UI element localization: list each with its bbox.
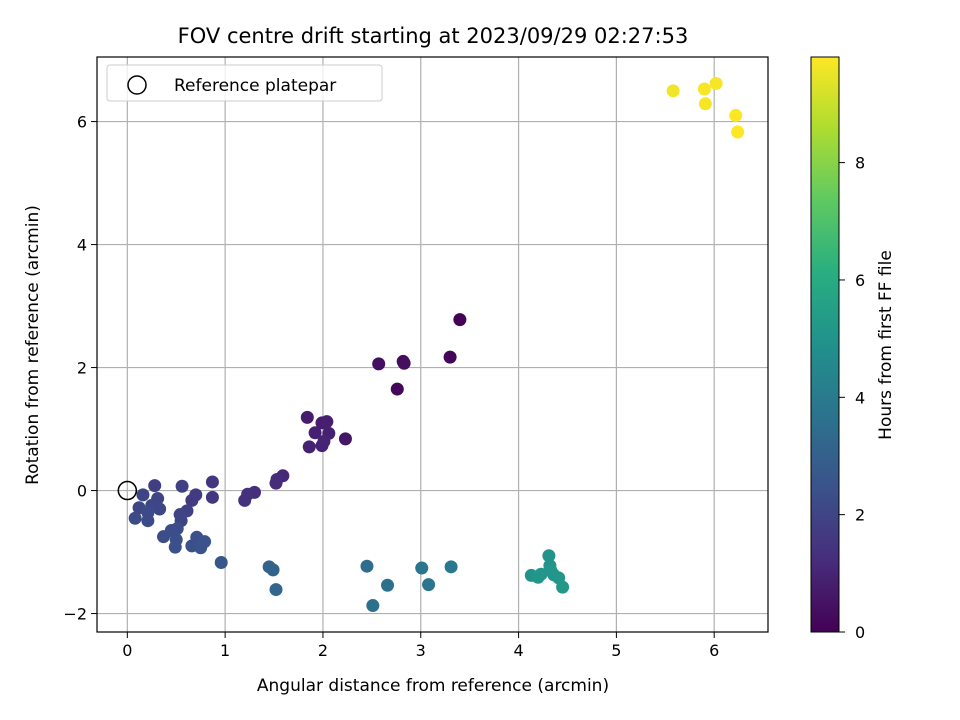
scatter-point (415, 561, 429, 575)
scatter-point (444, 560, 458, 574)
scatter-point (185, 493, 199, 507)
y-tick-label: −2 (63, 605, 87, 624)
scatter-point (238, 493, 252, 507)
scatter-point (390, 382, 404, 396)
scatter-point (317, 434, 331, 448)
scatter-point (534, 567, 548, 581)
scatter-point (697, 82, 711, 96)
x-tick-label: 1 (220, 641, 230, 660)
scatter-point (338, 432, 352, 446)
grid-lines (97, 57, 768, 632)
scatter-point (128, 511, 142, 525)
chart-title: FOV centre drift starting at 2023/09/29 … (178, 24, 689, 48)
legend-box (106, 64, 383, 102)
scatter-point (366, 599, 380, 613)
reference-platepar-marker (117, 480, 138, 501)
scatter-point (269, 583, 283, 597)
scatter-point (214, 556, 228, 570)
scatter-point (266, 563, 280, 577)
scatter-point (170, 522, 184, 536)
x-axis-ticks: 0 1 2 3 4 5 6 (122, 632, 719, 660)
scatter-point (397, 356, 411, 370)
scatter-point (542, 549, 556, 563)
y-axis-ticks: −2 0 2 4 6 (63, 113, 97, 624)
colorbar-ticks: 0 2 4 6 8 (839, 154, 865, 642)
scatter-point (360, 559, 374, 573)
scatter-point (443, 350, 457, 364)
plot-area: 0 1 2 3 4 5 6 −2 0 2 4 6 Reference platepar (63, 56, 769, 660)
scatter-point (300, 410, 314, 424)
legend-reference-marker (127, 75, 147, 95)
scatter-point (320, 415, 334, 429)
scatter-point (205, 475, 219, 489)
x-tick-label: 2 (318, 641, 328, 660)
scatter-point (168, 540, 182, 554)
x-tick-label: 5 (611, 641, 621, 660)
y-axis-label: Rotation from reference (arcmin) (23, 205, 43, 485)
scatter-point (698, 97, 712, 111)
y-tick-label: 4 (77, 236, 87, 255)
scatter-point (269, 476, 283, 490)
legend-label: Reference platepar (174, 76, 336, 96)
y-tick-label: 0 (77, 482, 87, 501)
colorbar-label: Hours from first FF file (876, 250, 896, 440)
x-tick-label: 0 (122, 641, 132, 660)
scatter-point (731, 125, 745, 139)
scatter-point (422, 578, 436, 592)
scatter-point (729, 108, 743, 122)
x-tick-label: 6 (709, 641, 719, 660)
scatter-point (381, 578, 395, 592)
colorbar: 0 2 4 6 8 Hours from first FF file (810, 56, 896, 642)
x-tick-label: 3 (416, 641, 426, 660)
scatter-point (141, 514, 155, 528)
colorbar-tick-label: 2 (855, 506, 865, 525)
colorbar-tick-label: 0 (855, 623, 865, 642)
scatter-point (205, 490, 219, 504)
legend: Reference platepar (106, 64, 383, 102)
scatter-point (666, 84, 680, 98)
scatter-point (136, 488, 150, 502)
plot-frame (96, 56, 769, 633)
scatter-point (194, 541, 208, 555)
scatter-point (302, 440, 316, 454)
scatter-point (556, 580, 570, 594)
scatter-point (308, 426, 322, 440)
x-axis-label: Angular distance from reference (arcmin) (257, 676, 609, 696)
colorbar-tick-label: 4 (855, 388, 865, 407)
scatter-point (175, 479, 189, 493)
scatter-point (709, 76, 723, 90)
colorbar-gradient (810, 56, 840, 633)
y-tick-label: 2 (77, 359, 87, 378)
scatter-point (148, 479, 162, 493)
scatter-point (153, 502, 167, 516)
scatter-point (372, 357, 386, 371)
scatter-point (453, 313, 467, 327)
scatter-points (128, 76, 745, 613)
colorbar-tick-label: 6 (855, 271, 865, 290)
y-tick-label: 6 (77, 113, 87, 132)
colorbar-tick-label: 8 (855, 154, 865, 173)
x-tick-label: 4 (513, 641, 523, 660)
